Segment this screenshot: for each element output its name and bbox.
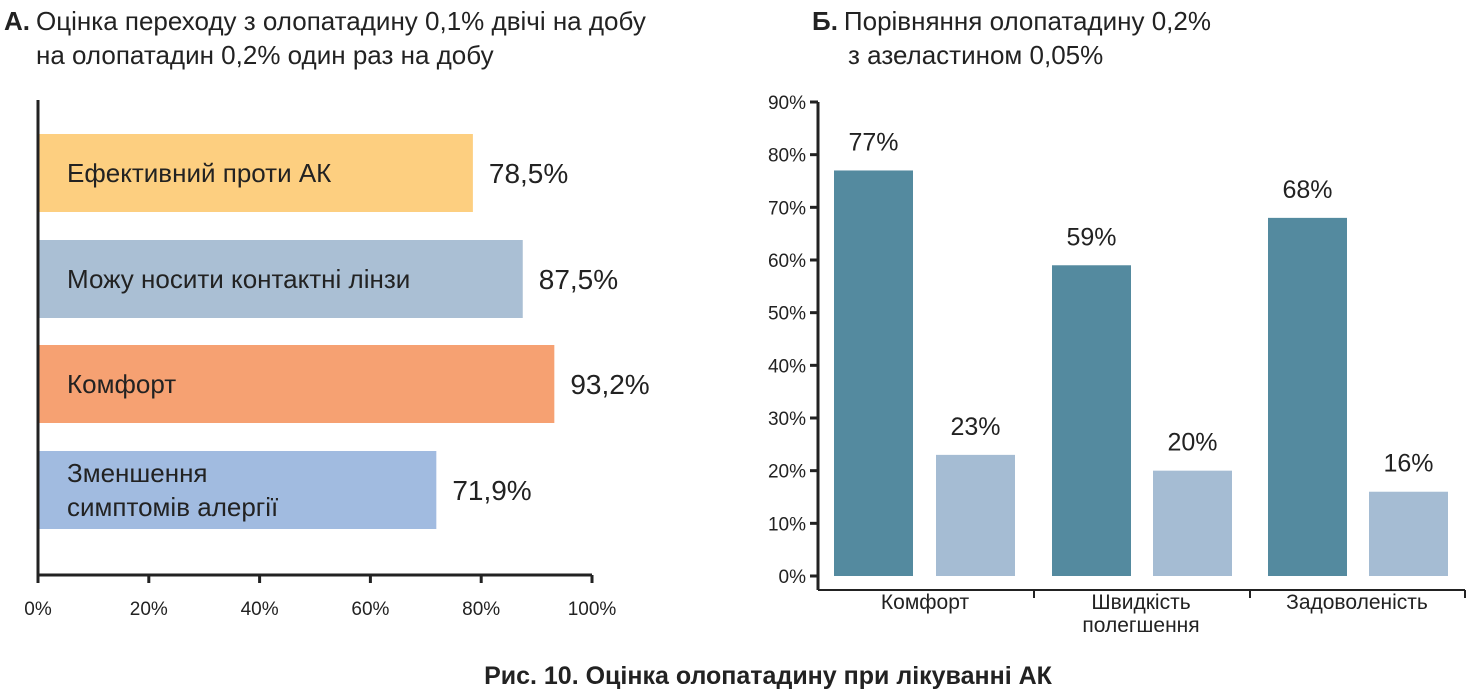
bar-value-label: 23% <box>950 413 1000 441</box>
x-tick-label: 0% <box>24 599 52 620</box>
bar <box>936 454 1015 576</box>
bar-category-label: Ефективний проти АК <box>67 158 331 188</box>
x-category-label: полегшення <box>1082 614 1199 637</box>
y-tick-label: 20% <box>768 462 806 483</box>
bar-value-label: 59% <box>1066 223 1116 251</box>
x-category-label: Швидкість <box>1091 591 1190 614</box>
y-tick-label: 30% <box>768 409 806 430</box>
bar <box>38 240 523 318</box>
x-tick-label: 80% <box>462 599 500 620</box>
bar <box>38 134 473 212</box>
bar-value-label: 16% <box>1383 450 1433 478</box>
chart-b-title-line2: з азеластином 0,05% <box>848 40 1103 70</box>
x-category-label: Комфорт <box>881 591 970 614</box>
bar <box>1369 491 1448 576</box>
bar <box>1268 217 1347 576</box>
x-tick-label: 20% <box>130 599 168 620</box>
bar-value-label: 68% <box>1282 176 1332 204</box>
bar-category-label: Можу носити контактні лінзи <box>67 264 410 294</box>
chart-b-title-line1: Б. Порівняння олопатадину 0,2% <box>812 6 1211 36</box>
bar <box>38 451 437 529</box>
bar-value-label: 71,9% <box>452 475 531 506</box>
y-tick-label: 90% <box>768 93 806 114</box>
y-tick-label: 10% <box>768 514 806 535</box>
x-tick-label: 40% <box>241 599 279 620</box>
y-tick-label: 40% <box>768 356 806 377</box>
x-tick-label: 100% <box>568 599 617 620</box>
x-category-label: Задоволеність <box>1286 591 1428 614</box>
bar-value-label: 77% <box>848 128 898 156</box>
chart-a-title-line2: на олопатадин 0,2% один раз на добу <box>36 40 494 70</box>
y-tick-label: 60% <box>768 251 806 272</box>
figure-caption: Рис. 10. Оцінка олопатадину при лікуванн… <box>484 662 1053 690</box>
y-tick-label: 0% <box>779 567 807 588</box>
chart-a-title-line1: А. Оцінка переходу з олопатадину 0,1% дві… <box>4 6 646 36</box>
bar-category-label: симптомів алергії <box>67 492 278 522</box>
bar <box>1153 470 1232 576</box>
chart-b: Б. Порівняння олопатадину 0,2% з азеласти… <box>768 6 1466 637</box>
bar-category-label: Комфорт <box>67 369 176 399</box>
bar <box>1052 265 1131 576</box>
bar-category-label: Зменшення <box>67 458 208 488</box>
bar-value-label: 93,2% <box>570 369 649 400</box>
bar-value-label: 20% <box>1167 429 1217 457</box>
bar-value-label: 78,5% <box>489 158 568 189</box>
x-tick-label: 60% <box>351 599 389 620</box>
bar <box>38 345 555 423</box>
bar-value-label: 87,5% <box>539 264 618 295</box>
bar <box>834 170 913 576</box>
chart-a: А. Оцінка переходу з олопатадину 0,1% дві… <box>4 6 650 620</box>
y-tick-label: 80% <box>768 146 806 167</box>
y-tick-label: 50% <box>768 304 806 325</box>
y-tick-label: 70% <box>768 198 806 219</box>
